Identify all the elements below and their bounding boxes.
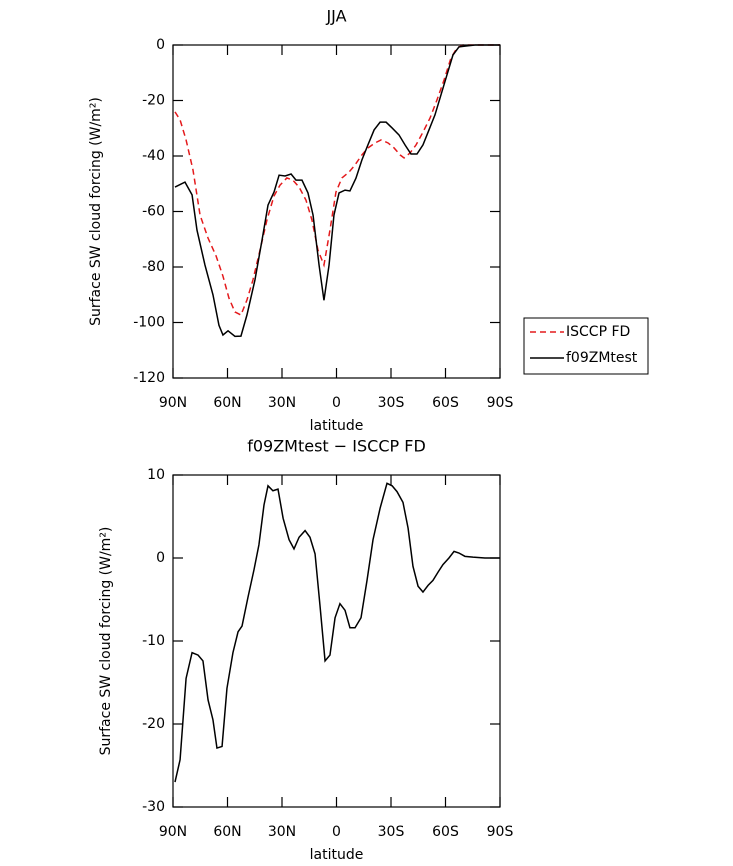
x-tick-label: 60S	[432, 824, 459, 840]
x-tick-label: 0	[332, 824, 341, 840]
y-tick-label: 10	[147, 467, 165, 483]
x-tick-label: 90N	[159, 824, 187, 840]
chart-title: JJA	[325, 7, 346, 26]
y-tick-label: -60	[142, 204, 165, 220]
x-tick-label: 30N	[268, 824, 296, 840]
x-tick-label: 30N	[268, 395, 296, 411]
legend-label: f09ZMtest	[566, 350, 638, 366]
y-tick-label: -20	[142, 93, 165, 109]
y-tick-label: -20	[142, 716, 165, 732]
x-tick-label: 90N	[159, 395, 187, 411]
x-axis-label: latitude	[310, 847, 364, 863]
data-line	[174, 44, 500, 338]
x-tick-label: 60S	[432, 395, 459, 411]
x-tick-label: 30S	[378, 824, 405, 840]
y-tick-label: -100	[133, 315, 165, 331]
y-axis-label: Surface SW cloud forcing (W/m²)	[88, 97, 104, 326]
legend-label: ISCCP FD	[566, 324, 630, 340]
y-tick-label: -40	[142, 148, 165, 164]
y-tick-label: -10	[142, 633, 165, 649]
y-tick-label: 0	[156, 37, 165, 53]
x-tick-label: 90S	[487, 395, 514, 411]
x-tick-label: 90S	[487, 824, 514, 840]
data-line	[174, 44, 500, 317]
y-tick-label: -30	[142, 799, 165, 815]
y-axis-label: Surface SW cloud forcing (W/m²)	[98, 527, 114, 756]
x-tick-label: 60N	[213, 395, 241, 411]
y-tick-label: -80	[142, 259, 165, 275]
legend-box	[523, 317, 649, 375]
x-tick-label: 30S	[378, 395, 405, 411]
y-tick-label: 0	[156, 550, 165, 566]
y-tick-label: -120	[133, 370, 165, 386]
x-tick-label: 0	[332, 395, 341, 411]
data-line	[174, 482, 500, 783]
x-axis-label: latitude	[310, 418, 364, 434]
plot-frame	[172, 44, 501, 379]
x-tick-label: 60N	[213, 824, 241, 840]
plot-frame	[172, 474, 501, 808]
chart-title: f09ZMtest − ISCCP FD	[247, 437, 426, 456]
